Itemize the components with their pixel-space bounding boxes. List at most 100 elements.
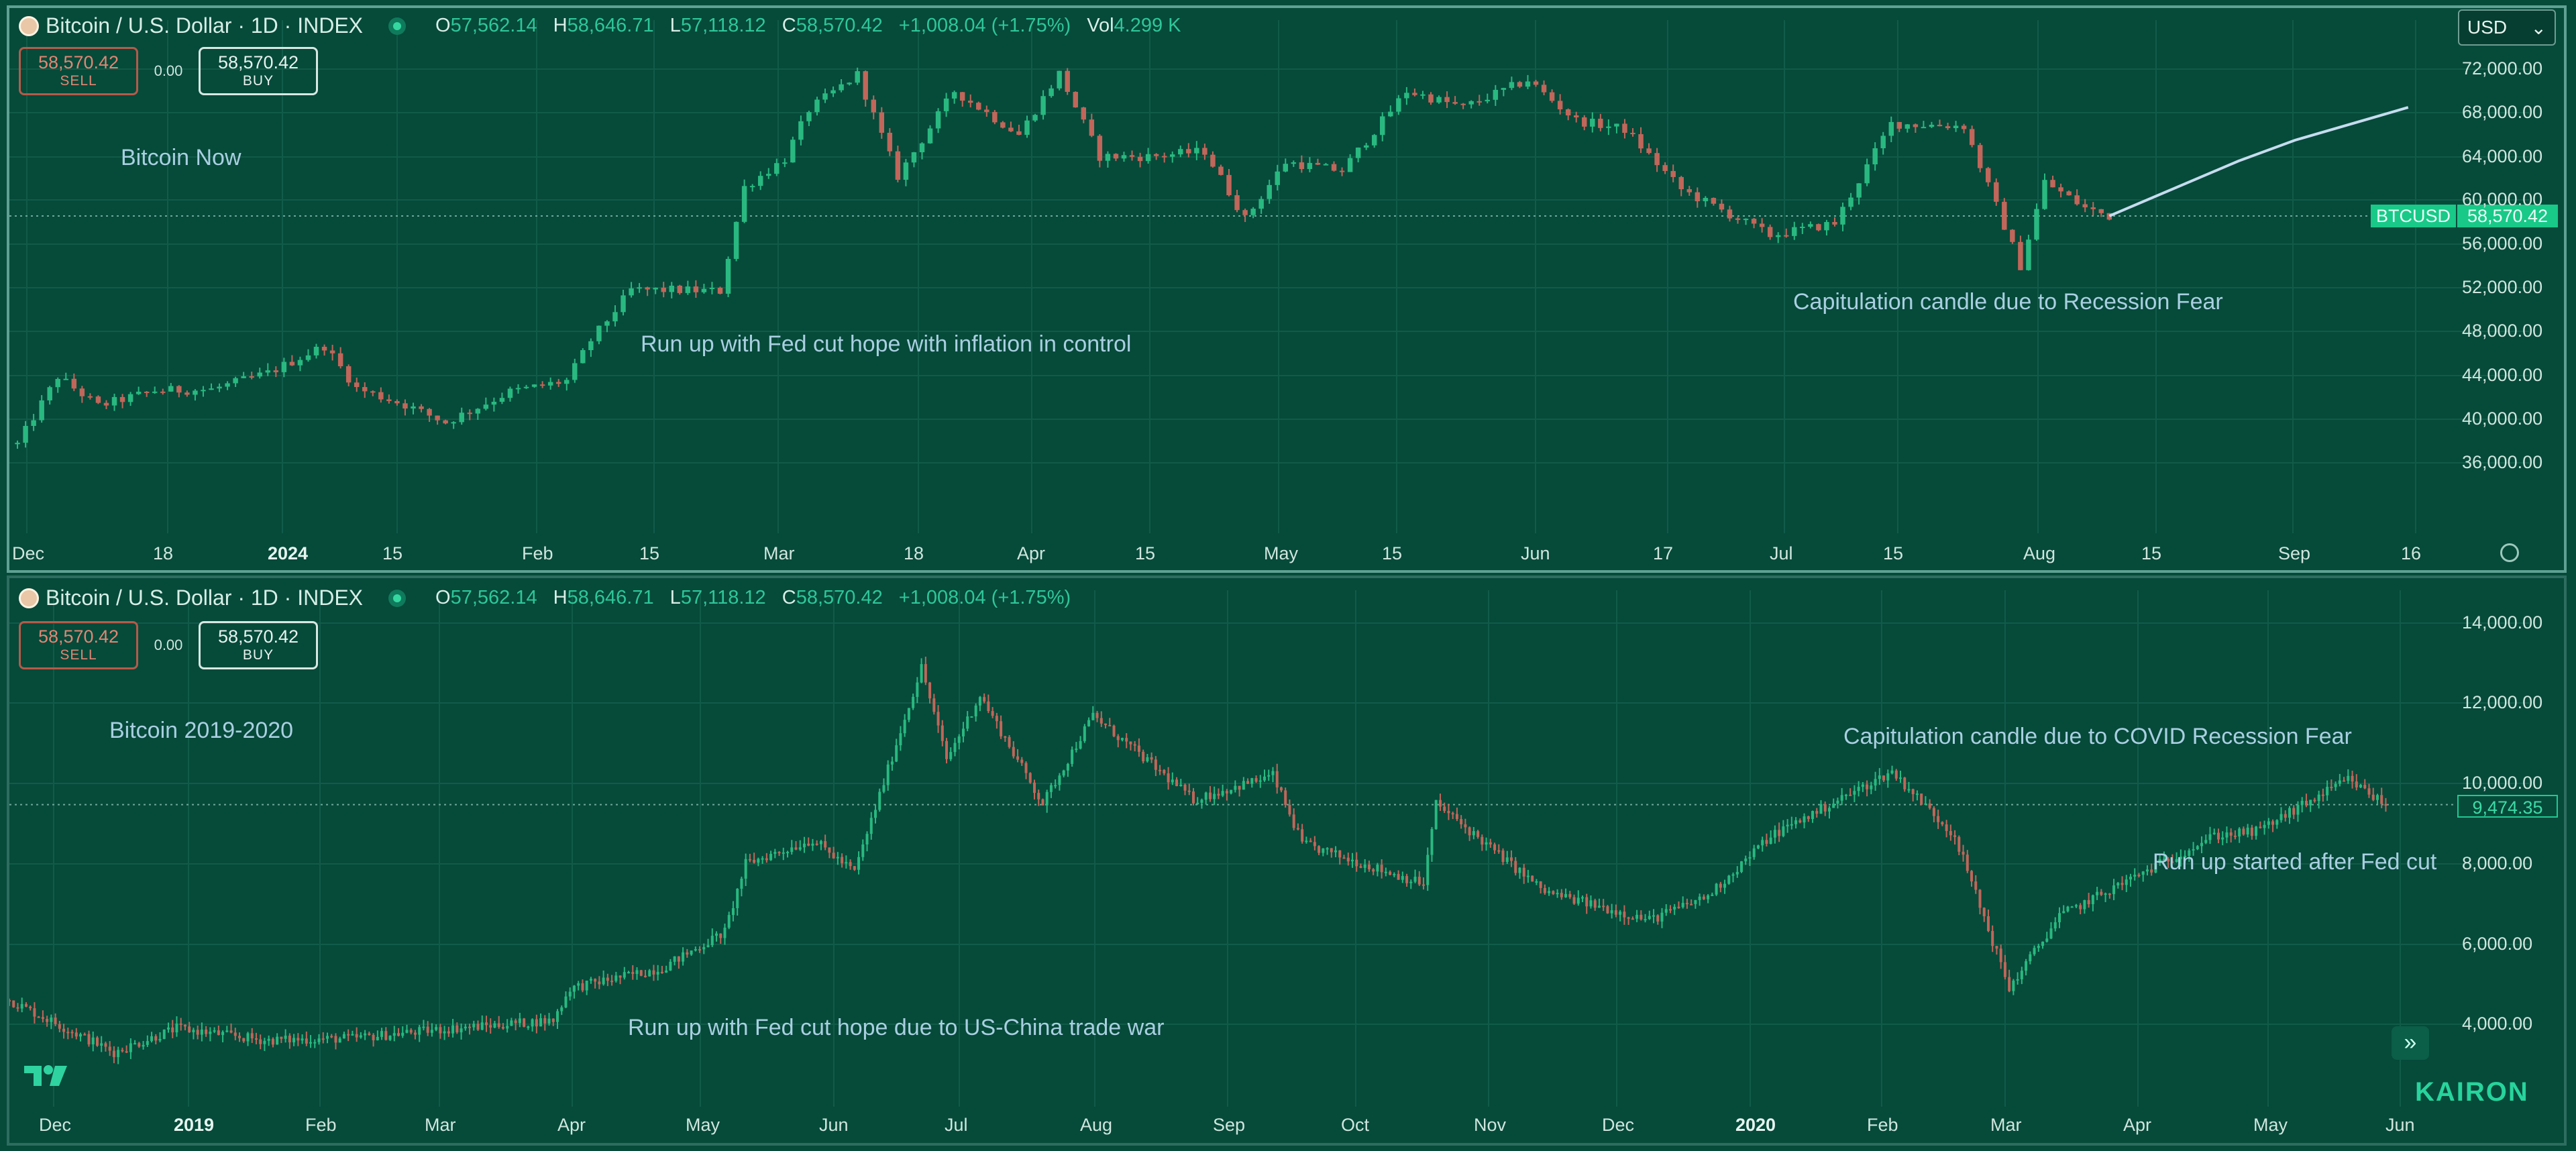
buy-button[interactable]: 58,570.42 BUY <box>199 47 318 95</box>
candle-body <box>1350 859 1354 862</box>
candle-body <box>653 287 658 290</box>
candle-body <box>685 286 691 293</box>
symbol-title[interactable]: Bitcoin / U.S. Dollar · 1D · INDEX <box>46 13 363 38</box>
candle-body <box>1525 81 1531 87</box>
candle-body <box>1153 154 1159 156</box>
candle-body <box>1267 775 1271 777</box>
candle-body <box>50 1018 53 1022</box>
candle-body <box>1065 70 1070 92</box>
candle-body <box>1648 916 1651 920</box>
candle-body <box>710 936 714 946</box>
candle-body <box>945 741 949 759</box>
candle-body <box>138 1043 141 1047</box>
candle-body <box>1200 800 1203 803</box>
candle-body <box>217 386 222 389</box>
candle-body <box>233 378 238 384</box>
candle-body <box>455 1025 459 1033</box>
annotation-bitcoin-now[interactable]: Bitcoin Now <box>121 145 241 170</box>
candle-body <box>1945 824 1948 832</box>
candle-body <box>1016 131 1022 135</box>
candle-body <box>1535 881 1538 883</box>
candle-body <box>1426 855 1430 885</box>
candle-body <box>1330 848 1333 853</box>
candle-body <box>2057 913 2061 922</box>
annotation-capitulation-2024[interactable]: Capitulation candle due to Recession Fea… <box>1793 289 2223 315</box>
candle-body <box>1008 127 1014 131</box>
time-tick-label: Jul <box>945 1115 968 1135</box>
annotation-runup-inflation[interactable]: Run up with Fed cut hope with inflation … <box>641 331 1132 357</box>
time-tick-label: 18 <box>153 543 174 563</box>
candle-body <box>1485 842 1488 845</box>
annotation-capitulation-covid[interactable]: Capitulation candle due to COVID Recessi… <box>1843 724 2352 749</box>
candle-body <box>1623 912 1626 918</box>
candle-body <box>572 985 576 992</box>
candle-body <box>1024 120 1030 135</box>
candle-body <box>523 386 529 388</box>
candle-body <box>62 1028 66 1032</box>
candle-body <box>1292 814 1295 828</box>
candle-body <box>1142 751 1145 761</box>
candle-body <box>766 174 771 176</box>
candle-body <box>150 1036 154 1042</box>
candle-body <box>146 1041 149 1045</box>
annotation-runup-after-fed-cut[interactable]: Run up started after Fed cut <box>2153 849 2437 875</box>
candle-body <box>250 1033 254 1038</box>
candle-body <box>984 109 989 112</box>
candle-body <box>489 1025 492 1028</box>
candle-body <box>1250 209 1256 215</box>
candle-body <box>1894 770 1898 779</box>
candle-body <box>66 1032 70 1034</box>
candle-body <box>1045 791 1049 806</box>
candle-body <box>1816 224 1821 231</box>
candle-body <box>736 889 739 908</box>
candle-body <box>1288 804 1291 815</box>
candle-body <box>1171 779 1174 783</box>
candle-body <box>2087 899 2090 904</box>
bottom-trade-buttons: 58,570.42 SELL 0.00 58,570.42 BUY <box>19 621 318 669</box>
candle-body <box>1154 759 1157 770</box>
symbol-title[interactable]: Bitcoin / U.S. Dollar · 1D · INDEX <box>46 586 363 610</box>
candle-body <box>317 1038 321 1042</box>
candle-body <box>1568 893 1572 897</box>
scroll-to-realtime-button[interactable]: » <box>2392 1026 2429 1060</box>
candle-body <box>1464 824 1467 828</box>
buy-button[interactable]: 58,570.42 BUY <box>199 621 318 669</box>
time-tick-label: 18 <box>904 543 924 563</box>
candle-body <box>427 408 432 416</box>
candle-body <box>924 664 927 683</box>
candle-body <box>865 834 869 844</box>
candle-body <box>1808 224 1813 227</box>
candle-body <box>1606 906 1609 914</box>
sell-button[interactable]: 58,570.42 SELL <box>19 621 138 669</box>
candle-body <box>144 391 150 393</box>
candle-body <box>1263 776 1267 781</box>
candle-body <box>974 705 977 716</box>
candle-body <box>786 852 790 854</box>
settings-gear-icon[interactable] <box>2500 543 2519 562</box>
candle-body <box>978 697 981 706</box>
candle-body <box>1803 816 1806 823</box>
candle-body <box>171 1027 174 1033</box>
candle-body <box>276 1036 279 1045</box>
candle-body <box>847 83 852 85</box>
candle-body <box>1799 820 1802 823</box>
candle-body <box>480 1022 484 1030</box>
candle-body <box>564 380 570 384</box>
candle-body <box>1167 773 1170 783</box>
candle-body <box>1654 153 1660 166</box>
candle-body <box>1582 117 1587 127</box>
candle-body <box>1759 223 1765 227</box>
currency-select[interactable]: USD ⌄ <box>2458 9 2556 46</box>
annotation-bitcoin-2019-2020[interactable]: Bitcoin 2019-2020 <box>109 718 294 743</box>
sell-button[interactable]: 58,570.42 SELL <box>19 47 138 95</box>
candle-body <box>2050 180 2055 188</box>
annotation-runup-trade-war[interactable]: Run up with Fed cut hope due to US-China… <box>628 1015 1165 1040</box>
candle-body <box>2255 826 2258 836</box>
candle-body <box>1246 781 1250 784</box>
candle-body <box>1539 881 1542 888</box>
candle-body <box>916 682 919 698</box>
time-tick-label: Feb <box>1867 1115 1898 1135</box>
candle-body <box>1627 917 1630 919</box>
candle-body <box>246 1033 250 1042</box>
